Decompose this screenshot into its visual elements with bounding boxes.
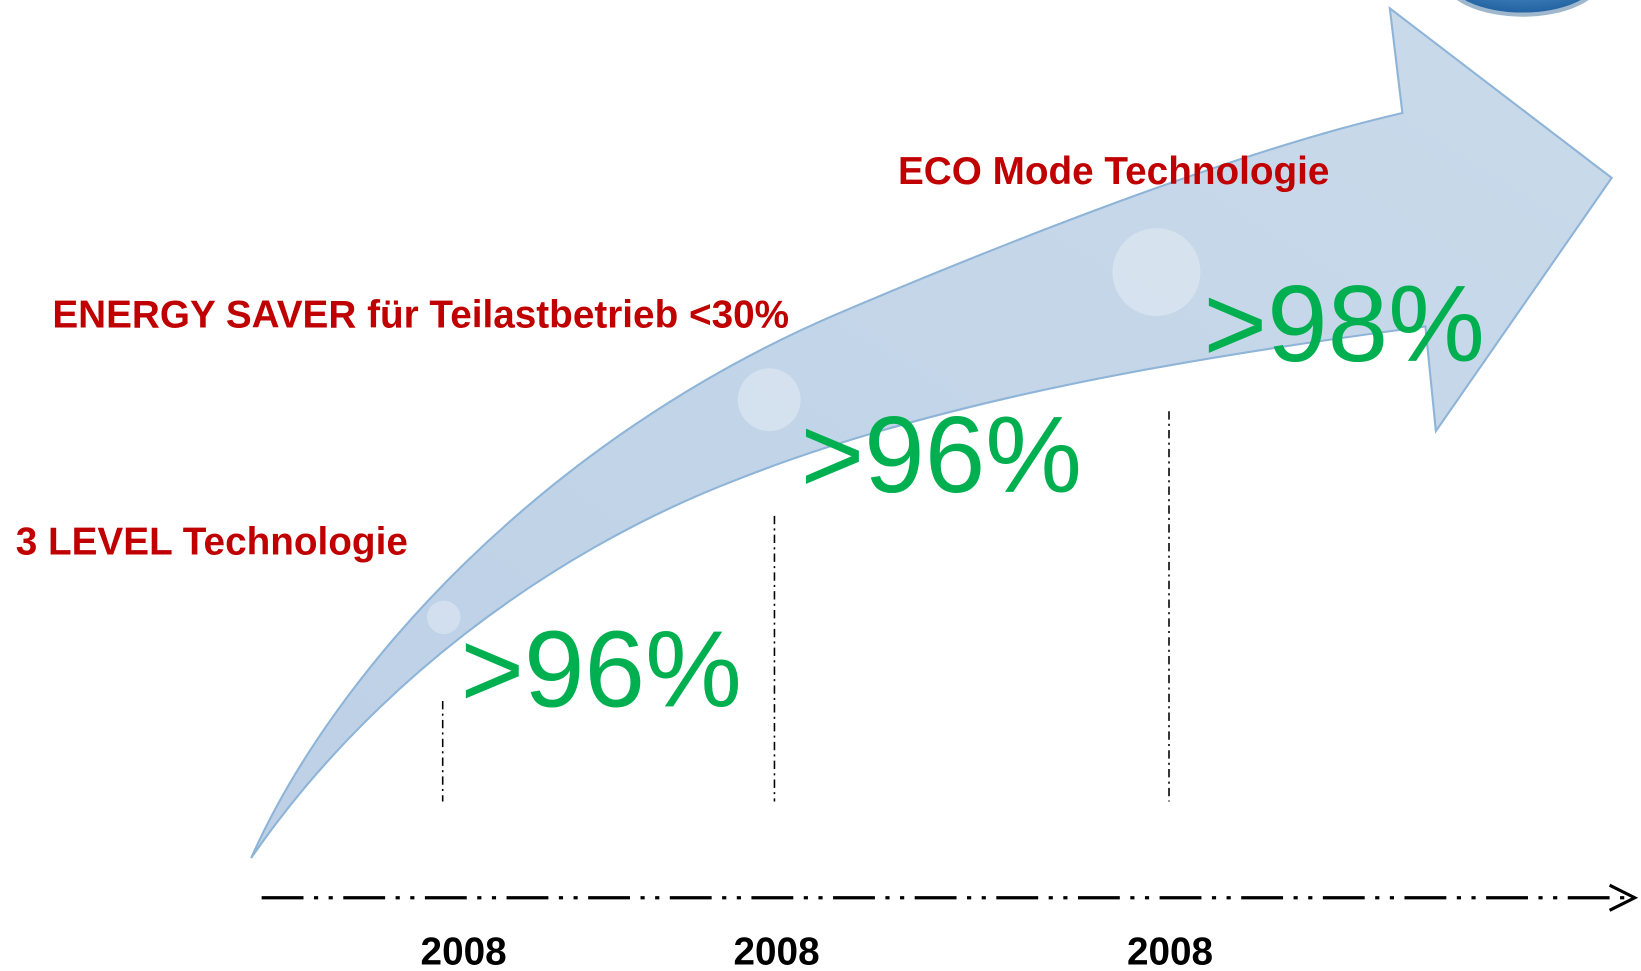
efficiency: >96% [460, 608, 741, 730]
milestone-label: 3 LEVEL Technologie [16, 521, 408, 564]
year: 2008 [421, 931, 507, 971]
logo [1456, 0, 1589, 17]
highlight [426, 600, 461, 635]
axis-arrowhead [1608, 883, 1639, 912]
year: 2008 [733, 931, 819, 971]
year: 2008 [1127, 931, 1213, 971]
highlight [1112, 228, 1201, 316]
milestone-label: ENERGY SAVER für Teilastbetrieb <30% [52, 294, 789, 337]
highlight [737, 368, 801, 432]
milestones: 3 LEVEL Technologie >96% 2008 ENERGY SAVER … [16, 150, 1485, 971]
milestone-label: ECO Mode Technologie [898, 150, 1330, 193]
efficiency: >98% [1204, 263, 1485, 385]
growth-arrow [250, 6, 1614, 859]
efficiency: >96% [801, 394, 1082, 516]
